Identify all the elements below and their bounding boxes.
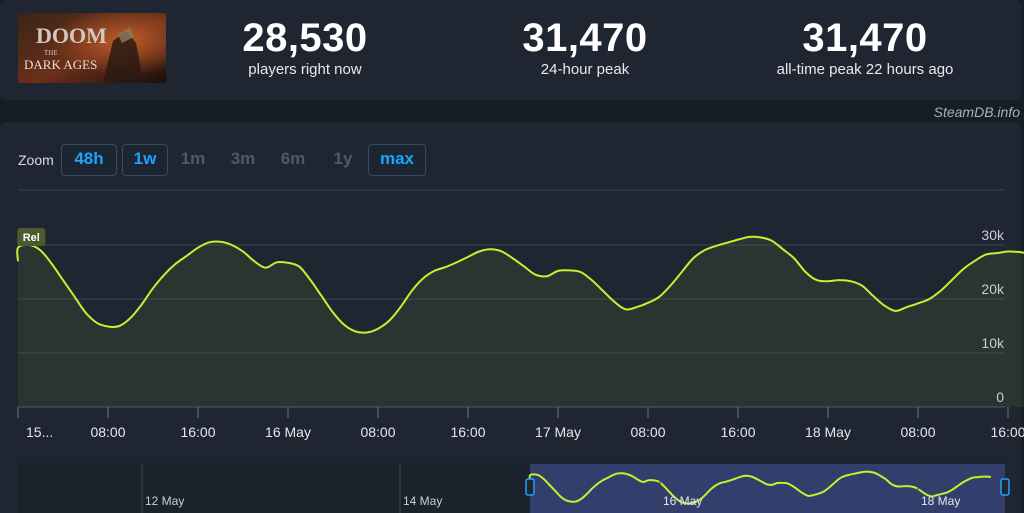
x-tick-label: 08:00: [360, 424, 395, 440]
navigator-right-handle[interactable]: [1000, 478, 1010, 496]
game-thumbnail[interactable]: DOOM THE DARK AGES: [18, 13, 166, 83]
y-tick-label: 20k: [981, 281, 1005, 297]
series-line-players: [16, 235, 1024, 334]
logo-title: DOOM: [36, 23, 107, 48]
stats-bar: DOOM THE DARK AGES 28,530 players right …: [0, 0, 1021, 100]
flag-label: Rel: [23, 232, 40, 244]
x-tick-label: 08:00: [900, 424, 935, 440]
x-axis: 15... 08:00 16:00 16 May 08:00 16:00 17 May 08:…: [17, 407, 1024, 440]
x-tick-label: 16:00: [990, 424, 1024, 440]
x-tick-label: 17 May: [535, 424, 581, 440]
y-tick-label: 30k: [981, 227, 1005, 243]
logo-tagline: DARK AGES: [24, 57, 97, 72]
stat-24h-peak: 31,470 24-hour peak: [485, 16, 685, 80]
game-logo-image: DOOM THE DARK AGES: [18, 13, 166, 83]
navigator-label: 18 May: [921, 494, 960, 508]
all-time-peak-label: all-time peak 22 hours ago: [776, 61, 954, 78]
stat-current-players: 28,530 players right now: [205, 16, 405, 80]
logo-subtitle: THE: [44, 49, 58, 57]
chart-panel: [0, 122, 1021, 513]
all-time-peak-value: 31,470: [802, 16, 928, 60]
zoom-3m-button[interactable]: 3m: [230, 149, 256, 168]
zoom-max-button[interactable]: max: [368, 144, 426, 176]
y-tick-label: 0: [996, 389, 1004, 405]
zoom-6m-button[interactable]: 6m: [280, 149, 306, 168]
x-tick-label: 16:00: [720, 424, 755, 440]
navigator-selection[interactable]: [530, 464, 1005, 513]
zoom-1w-button[interactable]: 1w: [122, 144, 168, 176]
x-tick-label: 16 May: [265, 424, 311, 440]
zoom-1y-button[interactable]: 1y: [333, 149, 353, 168]
y-tick-label: 10k: [981, 335, 1005, 351]
x-tick-label: 08:00: [90, 424, 125, 440]
navigator-axis: 12 May 14 May 16 May 18 May: [141, 464, 960, 513]
navigator-left-handle[interactable]: [525, 478, 535, 496]
current-players-value: 28,530: [242, 16, 368, 60]
stat-all-time-peak: 31,470 all-time peak 22 hours ago: [745, 16, 985, 80]
steamdb-credit[interactable]: SteamDB.info: [933, 104, 1020, 120]
x-tick-label: 16:00: [450, 424, 485, 440]
peak-24h-value: 31,470: [522, 16, 648, 60]
release-flag[interactable]: Rel: [17, 228, 46, 246]
x-tick-label: 08:00: [630, 424, 665, 440]
navigator-label: 12 May: [145, 494, 184, 508]
series-area: [17, 236, 1024, 407]
flag-box: [17, 228, 46, 246]
navigator-label: 14 May: [403, 494, 442, 508]
peak-24h-label: 24-hour peak: [540, 61, 630, 78]
y-grid: 0 10k 20k 30k: [18, 227, 1005, 408]
x-tick-label: 18 May: [805, 424, 851, 440]
navigator-series-line: [528, 470, 991, 505]
zoom-label: Zoom: [18, 152, 54, 168]
x-tick-label: 16:00: [180, 424, 215, 440]
current-players-label: players right now: [248, 61, 362, 78]
x-tick-label: 15...: [26, 424, 53, 440]
zoom-1m-button[interactable]: 1m: [180, 149, 206, 168]
navigator-label: 16 May: [663, 494, 702, 508]
zoom-48h-button[interactable]: 48h: [61, 144, 117, 176]
